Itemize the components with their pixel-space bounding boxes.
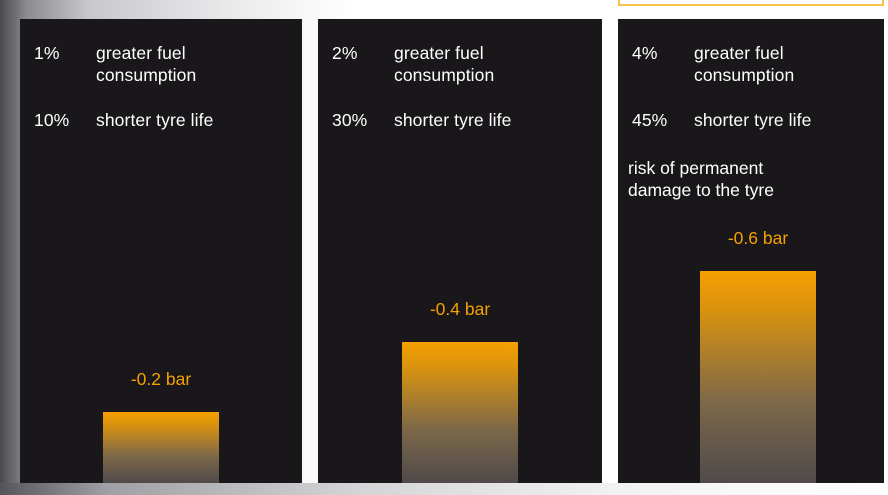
bar-mark [402, 342, 518, 483]
frame-bottom-strip [0, 483, 888, 495]
stat-description-line: greater fuel [394, 43, 484, 63]
chart-panel: 2% greater fuel consumption 30% shorter tyre… [318, 19, 602, 483]
stat-percent: 2% [332, 43, 358, 63]
stat-description: shorter tyre life [394, 109, 511, 131]
stat-description-line: greater fuel [694, 43, 784, 63]
stat-row: 10% shorter tyre life [34, 109, 213, 131]
bar-value-label: -0.4 bar [429, 299, 491, 319]
bar-value-label: -0.2 bar [130, 369, 192, 389]
stat-description-line: shorter tyre life [694, 110, 812, 130]
stat-description-line: greater fuel [96, 43, 186, 63]
stat-description-line: shorter tyre life [394, 110, 512, 130]
risk-note-line: risk of permanent [628, 158, 764, 178]
chart-panel: 1% greater fuel consumption 10% shorter tyre… [20, 19, 302, 483]
stat-percent: 30% [332, 110, 368, 130]
stat-row: 45% shorter tyre life [632, 109, 811, 131]
stat-percent: 10% [34, 110, 70, 130]
stat-description-line: shorter tyre life [96, 110, 214, 130]
stat-percent: 45% [632, 110, 668, 130]
stat-percent: 1% [34, 43, 60, 63]
stat-description-line: consumption [96, 65, 197, 85]
stat-description: shorter tyre life [96, 109, 213, 131]
stat-row: 4% greater fuel consumption [632, 42, 794, 86]
risk-note-line: damage to the tyre [628, 180, 774, 200]
stat-percent: 4% [632, 43, 658, 63]
stat-description-line: consumption [694, 65, 795, 85]
stat-description: greater fuel consumption [694, 42, 794, 86]
chart-panel: 4% greater fuel consumption 45% shorter tyre… [618, 19, 884, 483]
stat-description: greater fuel consumption [96, 42, 196, 86]
stat-description: shorter tyre life [694, 109, 811, 131]
bar-mark [103, 412, 219, 483]
stat-row: 1% greater fuel consumption [34, 42, 196, 86]
bar-mark [700, 271, 816, 483]
bar-value-label: -0.6 bar [727, 228, 789, 248]
risk-note: risk of permanent damage to the tyre [628, 157, 774, 201]
stat-row: 2% greater fuel consumption [332, 42, 494, 86]
stat-description: greater fuel consumption [394, 42, 494, 86]
stat-description-line: consumption [394, 65, 495, 85]
stat-row: 30% shorter tyre life [332, 109, 511, 131]
yellow-tab-outline [618, 0, 884, 6]
